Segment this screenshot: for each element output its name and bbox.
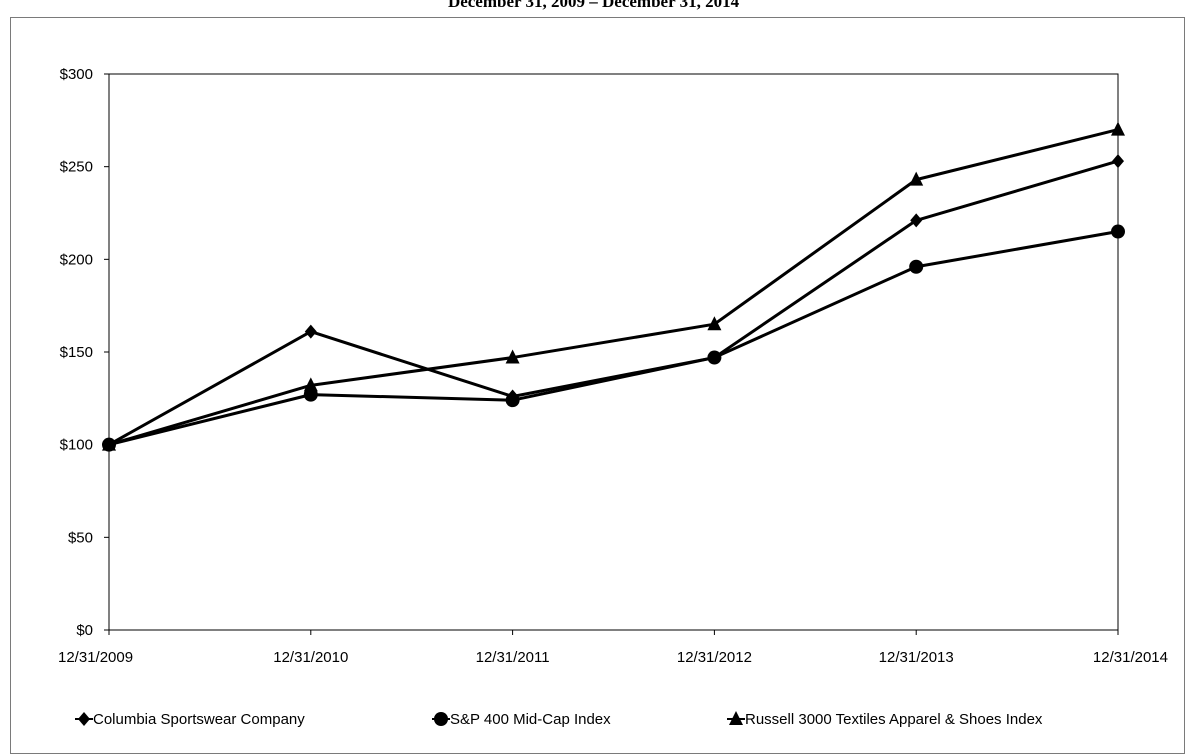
y-tick-label: $250	[60, 159, 93, 176]
chart-title: December 31, 2009 – December 31, 2014	[447, 0, 740, 11]
series-lines	[108, 128, 1119, 447]
legend-marker-triangle	[729, 711, 743, 725]
series-line-1	[108, 230, 1119, 447]
x-tick-label: 12/31/2011	[476, 649, 550, 666]
y-axis-ticks: $0 $50 $100 $150 $200 $250 $300	[60, 66, 109, 639]
x-tick-label: 12/31/2012	[677, 649, 752, 666]
data-point-diamond	[304, 324, 317, 339]
data-point-circle	[909, 259, 924, 274]
data-point-circle	[1111, 224, 1125, 239]
legend-label: S&P 400 Mid-Cap Index	[450, 711, 611, 728]
x-tick-label: 12/31/2013	[879, 649, 954, 666]
legend-item: Columbia Sportswear Company	[75, 711, 305, 728]
data-point-circle	[707, 350, 722, 365]
y-tick-label: $0	[76, 622, 93, 639]
plot-area-border	[108, 73, 1119, 631]
y-tick-label: $200	[60, 251, 93, 268]
axes	[108, 73, 1119, 631]
data-point-circle	[505, 393, 520, 408]
x-tick-label: 12/31/2010	[273, 649, 348, 666]
data-point-diamond	[910, 213, 923, 228]
data-point-triangle	[909, 171, 924, 186]
y-tick-label: $300	[60, 66, 93, 83]
data-point-triangle	[1111, 121, 1125, 136]
data-point-triangle	[303, 377, 318, 392]
chart-frame	[10, 17, 1185, 754]
data-point-triangle	[707, 316, 722, 331]
series-line-0	[108, 159, 1119, 446]
y-tick-label: $50	[68, 529, 93, 546]
series-markers	[102, 121, 1125, 452]
data-point-diamond	[1112, 154, 1124, 169]
data-point-triangle	[505, 349, 520, 364]
data-point-triangle	[102, 436, 116, 451]
legend-item: Russell 3000 Textiles Apparel & Shoes In…	[727, 711, 1043, 728]
series-line-2	[108, 128, 1119, 447]
legend-marker-circle	[434, 712, 448, 726]
x-axis-ticks: 12/31/2009 12/31/2010 12/31/2011 12/31/2012…	[58, 630, 1168, 666]
legend: Columbia Sportswear Company S&P 400 Mid-C…	[75, 711, 1043, 728]
legend-item: S&P 400 Mid-Cap Index	[432, 711, 611, 728]
legend-label: Russell 3000 Textiles Apparel & Shoes In…	[745, 711, 1043, 728]
y-tick-label: $100	[60, 437, 93, 454]
legend-label: Columbia Sportswear Company	[93, 711, 305, 728]
x-tick-label: 12/31/2014	[1093, 649, 1168, 666]
x-tick-label: 12/31/2009	[58, 649, 133, 666]
y-tick-label: $150	[60, 344, 93, 361]
legend-marker-diamond	[78, 712, 90, 726]
